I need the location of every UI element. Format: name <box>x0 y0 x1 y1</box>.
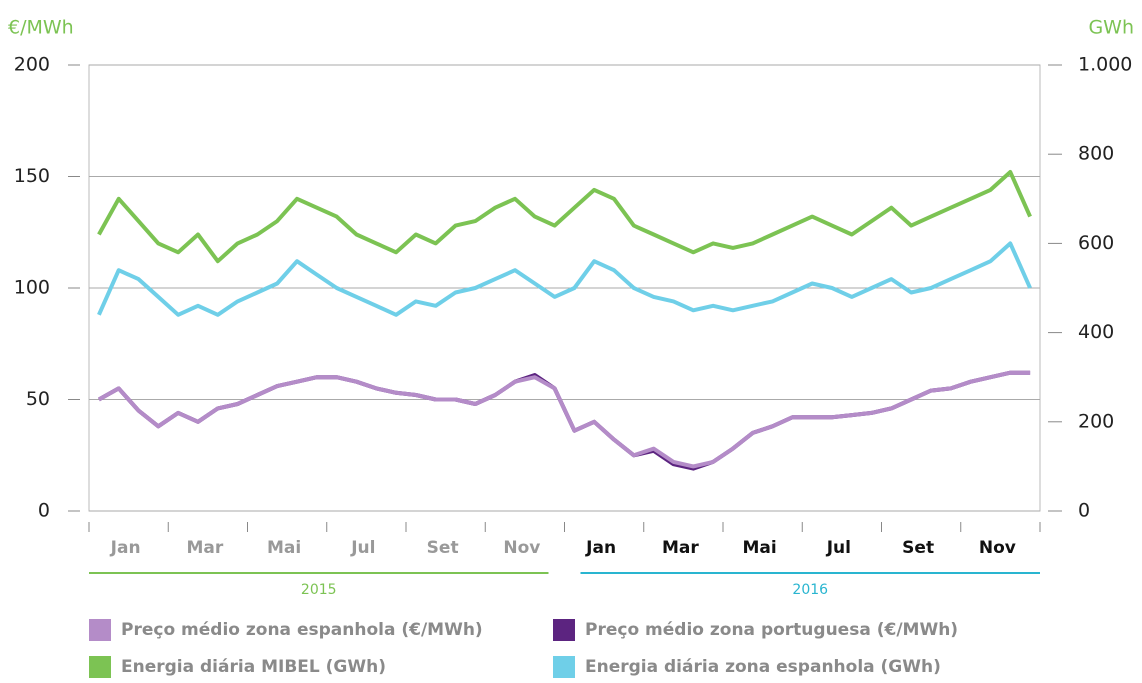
x-tick-label: Jan <box>110 538 141 558</box>
y2-tick-label: 400 <box>1078 321 1114 343</box>
y2-tick-label: 200 <box>1078 410 1114 432</box>
legend-swatch <box>553 656 575 678</box>
year-label: 2015 <box>301 582 337 598</box>
legend-label: Preço médio zona portuguesa (€/MWh) <box>585 620 958 640</box>
y-tick-label: 50 <box>26 388 50 410</box>
x-tick-label: Set <box>902 538 934 558</box>
y2-tick-label: 600 <box>1078 232 1114 254</box>
legend-label: Energia diária MIBEL (GWh) <box>121 657 386 677</box>
series-line <box>97 370 1031 471</box>
x-tick-label: Mar <box>662 538 699 558</box>
x-tick-label: Nov <box>979 538 1016 558</box>
legend-label: Preço médio zona espanhola (€/MWh) <box>121 620 483 640</box>
series-line <box>97 241 1032 317</box>
legend-label: Energia diária zona espanhola (GWh) <box>585 657 941 677</box>
y2-tick-label: 0 <box>1078 500 1090 522</box>
x-tick-label: Jan <box>585 538 616 558</box>
y2-tick-label: 800 <box>1078 143 1114 165</box>
y-tick-label: 0 <box>38 500 50 522</box>
x-tick-label: Jul <box>350 538 375 558</box>
y-axis-label: €/MWh <box>8 17 74 39</box>
x-tick-label: Mai <box>267 538 301 558</box>
y2-tick-label: 1.000 <box>1078 54 1132 76</box>
legend-swatch <box>553 619 575 641</box>
year-label: 2016 <box>792 582 828 598</box>
x-tick-label: Nov <box>503 538 540 558</box>
x-tick-label: Mar <box>186 538 223 558</box>
x-tick-label: Jul <box>826 538 851 558</box>
y-tick-label: 150 <box>14 165 50 187</box>
x-tick-label: Set <box>427 538 459 558</box>
y-tick-label: 200 <box>14 54 50 76</box>
legend-swatch <box>89 656 111 678</box>
x-tick-label: Mai <box>743 538 777 558</box>
y2-axis-label: GWh <box>1088 17 1134 39</box>
series-line <box>97 170 1032 264</box>
series-line <box>97 370 1031 469</box>
y-tick-label: 100 <box>14 277 50 299</box>
legend-swatch <box>89 619 111 641</box>
